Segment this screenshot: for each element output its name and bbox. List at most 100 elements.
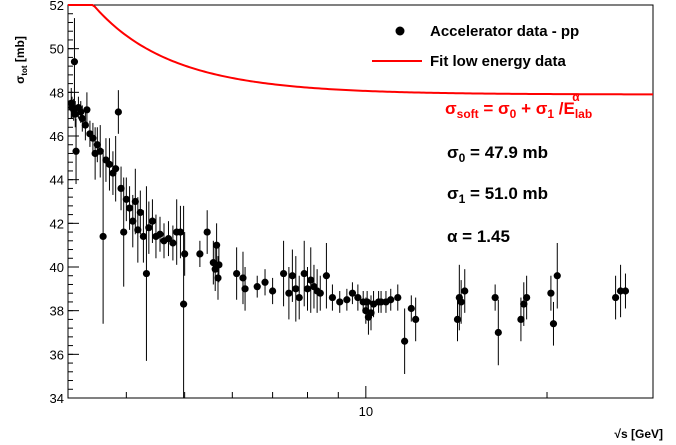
data-point [125,204,134,212]
data-point [328,293,337,302]
data-point [363,298,371,306]
data-point [136,208,144,217]
data-point [300,269,308,278]
data-point [93,141,101,149]
data-point [215,261,223,269]
data-point [117,184,125,192]
sigma0-annotation: σ0 = 47.9 mb [447,143,548,165]
legend-marker [395,26,405,36]
data-point [96,147,104,155]
data-point [553,272,561,280]
legend-label-data: Accelerator data - pp [430,23,579,40]
data-point [114,108,122,116]
data-point [253,283,261,291]
x-axis-title-prefix: √s [614,427,628,441]
data-point [407,304,415,313]
data-point [461,287,469,295]
data-point [316,289,324,297]
data-point [611,293,620,302]
data-point [288,272,296,280]
data-point [348,289,357,297]
data-point [81,121,89,129]
y-tick-label: 38 [50,304,64,319]
data-point [394,293,402,302]
data-point [453,315,462,323]
data-point [517,315,525,323]
data-point [401,337,409,345]
data-point [77,108,85,116]
data-point [72,147,80,155]
data-point [261,278,269,286]
data-point [354,293,362,302]
data-point [239,274,247,282]
data-point [292,285,300,293]
data-point [336,298,344,306]
y-tick-label: 40 [50,260,64,275]
data-point [457,298,465,306]
x-axis: 10 [125,386,654,419]
legend-label-fit: Fit low energy data [430,53,567,70]
data-point [523,293,531,302]
data-point [547,289,555,297]
data-point [196,250,204,258]
data-point [139,232,148,241]
data-point [279,269,288,278]
data-point [241,285,249,293]
data-point [181,250,189,258]
data-point [89,134,97,142]
x-axis-title: √s [GeV] [614,427,663,441]
data-point [78,114,86,123]
data-point [71,110,79,118]
y-axis: 34 36 38 40 42 44 46 48 50 52 [50,0,79,406]
y-tick-label: 48 [50,85,64,100]
error-bars [70,18,626,398]
y-tick-label: 36 [50,347,64,362]
data-point [122,195,130,203]
y-tick-label: 52 [50,0,64,13]
data-point [134,226,142,234]
data-point [131,197,139,206]
data-point [621,287,630,295]
data-point [491,293,499,302]
data-point [295,293,303,302]
data-point [112,165,120,173]
y-axis-title-unit: [mb] [13,36,27,62]
data-point [209,259,217,267]
y-tick-label: 44 [50,173,64,188]
data-point [322,272,331,280]
data-point [70,58,79,66]
y-tick-label: 46 [50,129,64,144]
data-point [164,235,173,243]
data-point [520,300,528,308]
data-points [67,58,630,345]
data-point [213,241,221,249]
data-point [142,269,151,278]
y-axis-title: σtot [mb] [13,36,29,84]
data-point [83,106,91,114]
data-point [99,232,107,241]
y-axis-title-symbol: σ [13,76,27,84]
data-point [387,296,395,304]
y-tick-label: 50 [50,42,64,57]
data-point [549,320,558,328]
y-axis-title-sub: tot [20,65,29,76]
plot-frame [67,4,654,399]
x-axis-title-unit: [GeV] [631,427,663,441]
data-point [269,287,277,295]
data-point [203,228,211,236]
formula: σsoft = σ0 + σ1 /Elabα [445,90,592,121]
data-point [214,274,222,282]
data-point [156,230,164,238]
data-point [145,224,153,232]
y-tick-label: 34 [50,391,64,406]
data-point [303,285,312,293]
data-point [169,239,177,247]
sigma1-annotation: σ1 = 51.0 mb [447,184,548,206]
data-point [367,309,375,317]
data-point [120,228,128,236]
data-point [180,300,188,308]
data-point [148,217,157,225]
data-point [233,269,241,278]
x-tick-label: 10 [359,404,373,419]
